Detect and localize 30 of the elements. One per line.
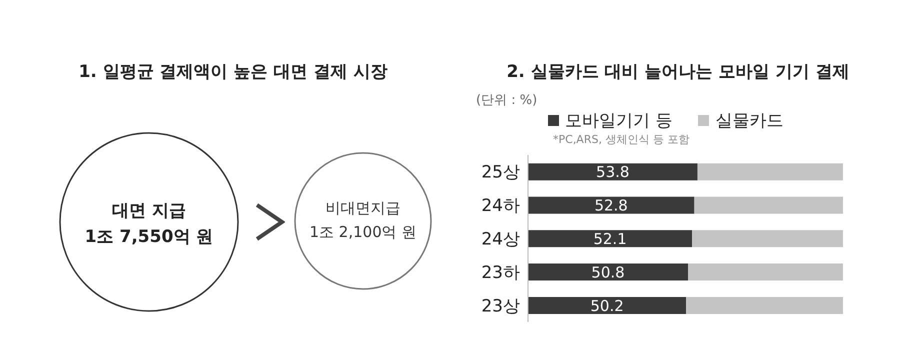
data-label: 52.8 [594, 196, 628, 215]
text: 1조 2,100억 원 [308, 222, 418, 243]
y-tick-label: 24하 [481, 196, 520, 216]
y-tick-label: 24상 [481, 230, 520, 250]
legend-label: 모바일기기 등 [564, 110, 672, 132]
text: 1조 7,550억 원 [84, 226, 214, 249]
data-label: 53.8 [596, 163, 630, 182]
bar [697, 163, 843, 180]
data-label: 52.1 [593, 230, 627, 248]
chart-title: 2. 실물카드 대비 늘어나는 모바일 기기 결제 [506, 61, 850, 83]
bar [688, 264, 843, 281]
bar [528, 296, 686, 314]
y-tick-label: 23상 [481, 296, 520, 316]
bar [692, 230, 843, 248]
bar [528, 230, 692, 248]
bar [528, 196, 694, 214]
bar [528, 264, 688, 281]
text: 대면 지급 [111, 200, 187, 223]
text: *PC,ARS, 생체인식 등 포함 [553, 132, 690, 147]
legend-label: 실물카드 [714, 110, 784, 132]
text: (단위 : %) [476, 92, 538, 109]
text: 비대면지급 [324, 198, 402, 219]
bar [686, 296, 843, 314]
data-label: 50.2 [590, 296, 624, 315]
bar [694, 196, 843, 214]
bar [528, 163, 698, 180]
data-label: 50.8 [591, 263, 625, 282]
y-tick-label: 25상 [481, 162, 520, 183]
text: 1. 일평균 결제액이 높은 대면 결제 시장 [78, 61, 388, 83]
y-tick-label: 23하 [481, 262, 520, 283]
